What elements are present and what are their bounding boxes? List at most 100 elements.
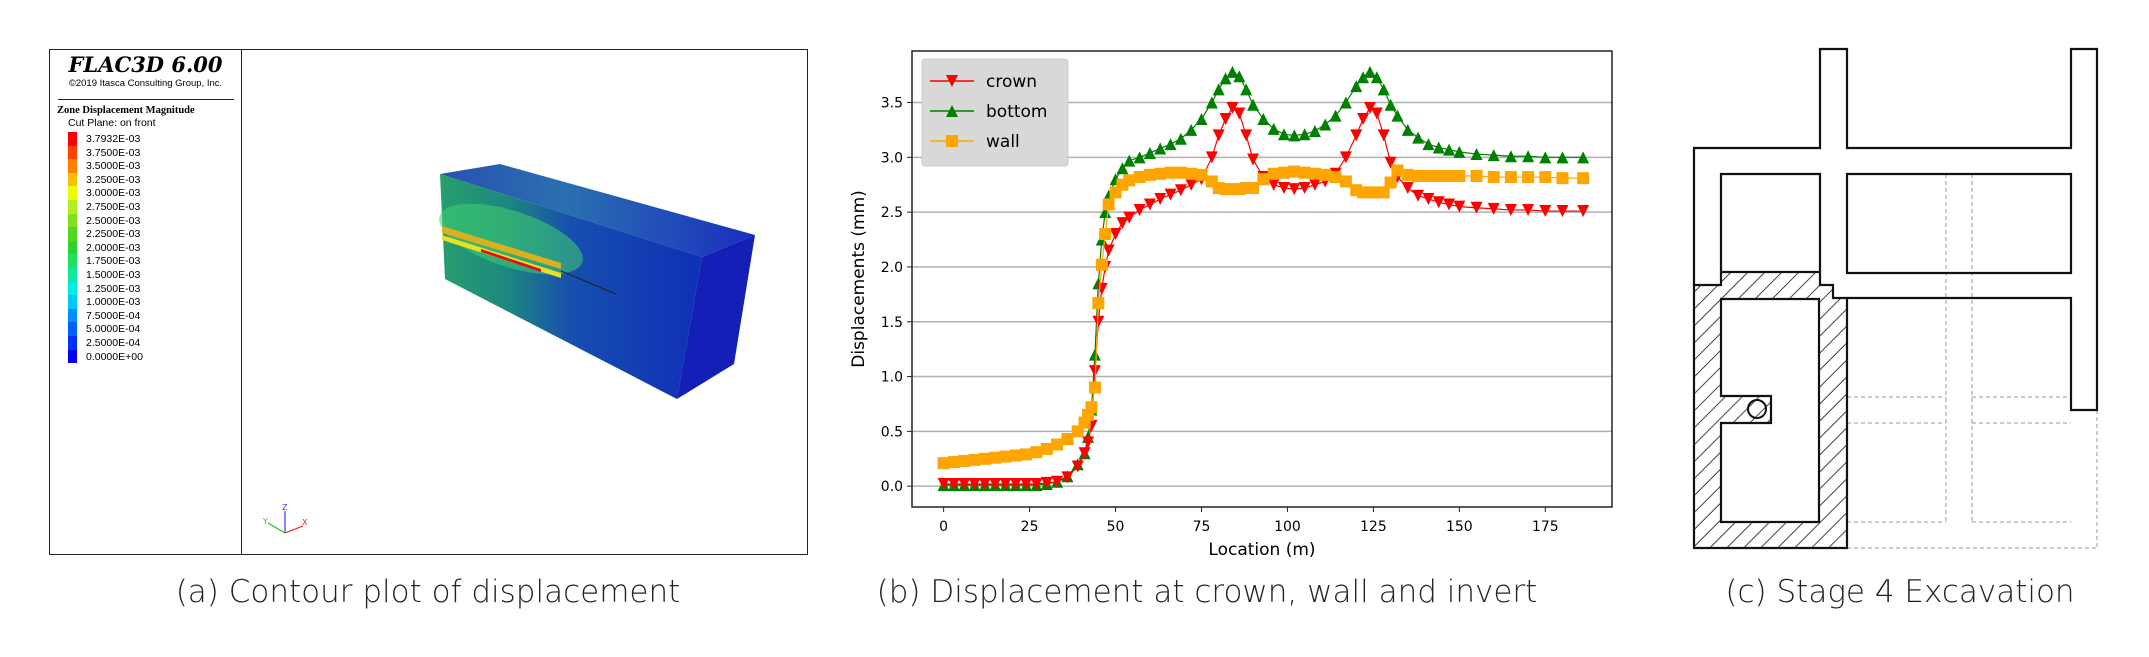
contour-title: Zone Displacement Magnitude <box>57 105 195 116</box>
data-point <box>1556 205 1569 218</box>
y-tick-label: 0.5 <box>881 424 903 440</box>
tunnel-lining <box>442 226 561 269</box>
color-swatch <box>68 281 77 296</box>
y-tick-label: 1.5 <box>881 315 903 331</box>
data-point <box>1133 203 1146 216</box>
data-point <box>1288 129 1301 142</box>
legend-label: bottom <box>986 102 1047 122</box>
data-point <box>1095 282 1108 295</box>
data-point <box>1329 171 1342 184</box>
data-point <box>1288 165 1301 178</box>
data-point <box>958 454 971 467</box>
data-point <box>1298 182 1311 195</box>
contour-level-label: 2.7500E-03 <box>86 200 141 213</box>
software-title: FLAC3D 6.00 <box>68 52 223 77</box>
data-point <box>1240 83 1253 96</box>
data-point <box>1078 447 1091 460</box>
data-point <box>1412 189 1425 202</box>
data-point <box>1470 148 1483 161</box>
x-tick-label: 25 <box>1021 519 1039 535</box>
data-point <box>1470 169 1483 182</box>
contour-level-label: 7.5000E-04 <box>86 309 141 322</box>
data-point <box>1298 166 1311 179</box>
color-swatch <box>68 159 77 173</box>
model-top-face <box>440 164 755 257</box>
data-point <box>1116 162 1129 175</box>
data-point <box>1088 365 1101 378</box>
data-point <box>968 453 981 466</box>
data-point <box>999 450 1012 463</box>
data-point <box>1539 171 1552 184</box>
data-point <box>999 477 1012 490</box>
data-point <box>1133 171 1146 184</box>
data-point <box>1339 175 1352 188</box>
contour-level-label: 3.7500E-03 <box>86 146 141 159</box>
y-tick-label: 3.0 <box>881 150 903 166</box>
series-crown <box>937 102 1590 490</box>
color-swatch <box>68 132 77 146</box>
data-point <box>1109 228 1122 241</box>
data-point <box>1350 129 1363 142</box>
data-point <box>1240 129 1253 142</box>
data-point <box>1123 211 1136 224</box>
data-point <box>1357 71 1370 84</box>
y-axis-label: Displacements (mm) <box>849 190 869 368</box>
data-point <box>1071 460 1084 473</box>
data-point <box>1233 70 1246 83</box>
axis-x-label: X <box>302 518 308 527</box>
caption-b: (b) Displacement at crown, wall and inve… <box>876 574 1538 610</box>
x-tick-label: 175 <box>1532 519 1559 535</box>
data-point <box>1020 477 1033 490</box>
data-point <box>937 457 950 470</box>
x-tick-label: 0 <box>939 519 948 535</box>
data-point <box>1099 206 1112 219</box>
data-point <box>1092 297 1105 310</box>
color-swatch <box>68 335 77 350</box>
color-bar-labels: 3.7932E-03 3.7500E-03 3.5000E-03 3.2500E-03… <box>86 133 143 364</box>
data-point <box>1391 109 1404 122</box>
contour-plot-panel: FLAC3D 6.00 ©2019 Itasca Consulting Grou… <box>49 49 808 555</box>
color-swatch <box>68 349 77 364</box>
data-point <box>1009 477 1022 490</box>
x-tick-label: 50 <box>1107 519 1125 535</box>
data-point <box>1102 198 1115 211</box>
data-point <box>1391 164 1404 177</box>
data-point <box>1051 438 1064 451</box>
data-point <box>1288 183 1301 196</box>
contour-level-label: 3.2500E-03 <box>86 173 141 186</box>
data-point <box>1174 184 1187 197</box>
data-point <box>1319 118 1332 131</box>
data-point <box>1384 156 1397 169</box>
data-point <box>947 477 960 490</box>
data-point <box>1257 112 1270 125</box>
data-point <box>1185 178 1198 191</box>
contour-level-label: 1.7500E-03 <box>86 255 141 268</box>
x-tick-label: 150 <box>1446 519 1473 535</box>
data-point <box>1278 166 1291 179</box>
data-point <box>1329 109 1342 122</box>
data-point <box>1357 112 1370 125</box>
data-point <box>1205 151 1218 164</box>
data-point <box>1539 205 1552 218</box>
y-tick-label: 3.5 <box>881 96 903 112</box>
data-point <box>1116 217 1129 230</box>
data-point <box>1174 132 1187 145</box>
cut-plane-label: Cut Plane: on front <box>68 117 156 129</box>
data-point <box>1061 433 1074 446</box>
data-point <box>1363 65 1376 78</box>
data-point <box>1095 258 1108 271</box>
data-point <box>1226 102 1239 114</box>
data-point <box>1377 83 1390 96</box>
data-point <box>1470 201 1483 214</box>
data-point <box>1412 131 1425 144</box>
copyright-text: ©2019 Itasca Consulting Group, Inc. <box>68 78 223 89</box>
data-point <box>1339 151 1352 164</box>
contour-level-label: 0.0000E+00 <box>86 350 143 363</box>
x-tick-label: 75 <box>1193 519 1211 535</box>
data-point <box>1061 471 1074 484</box>
data-point <box>1247 153 1260 166</box>
data-point <box>1401 168 1414 181</box>
contour-level-label: 2.0000E-03 <box>86 241 141 254</box>
data-point <box>1453 169 1466 182</box>
data-point <box>1432 169 1445 182</box>
